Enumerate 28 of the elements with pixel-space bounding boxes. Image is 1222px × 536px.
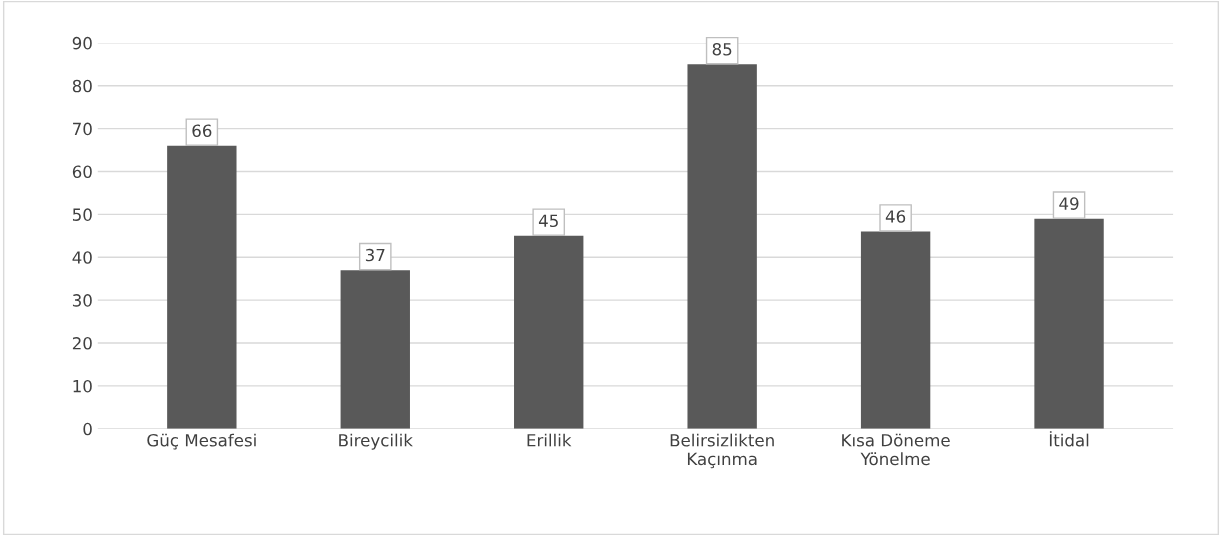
x-tick-label: İtidal <box>1049 431 1089 447</box>
y-tick-label: 50 <box>72 208 92 221</box>
y-tick-label: 80 <box>72 79 92 93</box>
data-label: 45 <box>538 214 558 228</box>
data-label: 49 <box>1059 197 1079 210</box>
y-tick-label: 40 <box>72 251 92 264</box>
data-label: 66 <box>192 124 212 138</box>
x-tick-label: Erillik <box>527 433 572 447</box>
y-tick-label: 30 <box>72 294 92 307</box>
x-tick-label: Kısa Döneme Yönelme <box>842 433 950 466</box>
x-tick-label: Belirsizlikten Kaçınma <box>670 433 774 469</box>
data-label: 46 <box>885 210 906 223</box>
y-tick-label: 60 <box>72 165 92 179</box>
y-tick-label: 10 <box>73 379 92 393</box>
x-tick-label: Bireycilik <box>339 433 413 450</box>
bar <box>1034 218 1104 429</box>
y-tick-label: 70 <box>73 122 92 136</box>
bar <box>514 235 584 429</box>
bar <box>340 270 410 429</box>
y-tick-label: 90 <box>72 36 92 50</box>
data-label: 85 <box>712 42 732 56</box>
y-tick-label: 20 <box>72 337 92 350</box>
x-tick-label: Güç Mesafesi <box>147 433 256 450</box>
bar <box>687 64 757 429</box>
data-label: 37 <box>365 248 385 262</box>
bar <box>167 145 237 429</box>
y-tick-label: 0 <box>83 422 92 436</box>
bar <box>860 231 931 429</box>
